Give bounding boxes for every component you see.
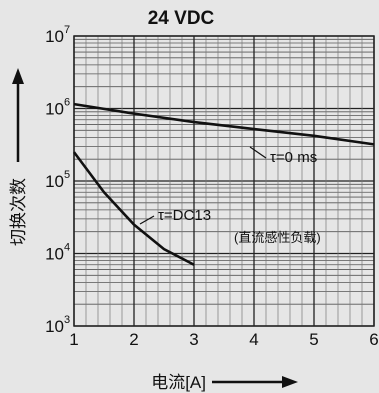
x-tick-label: 5	[309, 330, 318, 349]
y-tick-label: 10	[45, 27, 64, 46]
y-tick-exponent: 5	[64, 169, 70, 181]
series-note-dc13: (直流感性负载)	[234, 230, 321, 245]
y-tick-label: 10	[45, 317, 64, 336]
y-tick-exponent: 3	[64, 314, 70, 326]
x-axis-label: 电流[A]	[151, 373, 206, 392]
chart-title: 24 VDC	[148, 8, 215, 29]
plot-frame	[73, 35, 375, 327]
x-tick-label: 1	[69, 330, 78, 349]
y-tick-exponent: 7	[64, 24, 70, 36]
x-tick-label: 6	[369, 330, 378, 349]
y-axis-arrow	[12, 68, 24, 162]
x-tick-label: 4	[249, 330, 258, 349]
y-tick-label: 10	[45, 172, 64, 191]
series-label-tau-0ms: τ=0 ms	[270, 149, 317, 166]
leader-line-tau-0ms	[249, 146, 267, 159]
y-tick-exponent: 6	[64, 97, 70, 109]
x-tick-label: 2	[129, 330, 138, 349]
series-layer	[72, 102, 375, 266]
series-line-tau-0ms	[73, 102, 375, 146]
x-axis-arrow	[212, 376, 298, 388]
y-tick-exponent: 4	[64, 242, 70, 254]
y-axis-label: 切换次数	[9, 178, 28, 246]
grid	[73, 35, 375, 327]
series-label-tau-dc13: τ=DC13	[158, 207, 211, 224]
leader-line-tau-dc13	[139, 215, 155, 225]
x-tick-label: 3	[189, 330, 198, 349]
y-tick-label: 10	[45, 245, 64, 264]
series-line-tau-dc13	[72, 151, 195, 266]
y-tick-label: 10	[45, 100, 64, 119]
